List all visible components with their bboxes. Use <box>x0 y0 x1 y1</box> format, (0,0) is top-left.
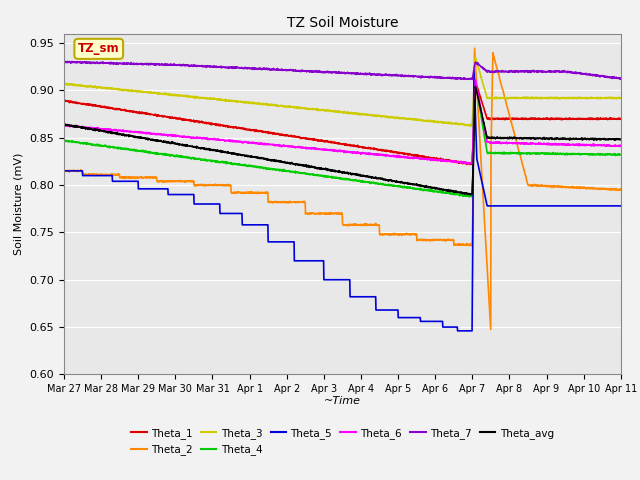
Theta_2 <box>499 88 507 94</box>
Theta_1 <box>617 117 625 122</box>
Theta_7 <box>601 73 609 79</box>
Line: Theta_avg: Theta_avg <box>64 86 621 195</box>
Title: TZ Soil Moisture: TZ Soil Moisture <box>287 16 398 30</box>
Theta_3 <box>602 95 609 101</box>
Theta_6 <box>331 148 339 154</box>
Theta_6 <box>88 125 96 131</box>
Theta_avg <box>467 192 475 198</box>
Theta_1 <box>463 162 470 168</box>
Theta_4 <box>602 152 609 158</box>
Theta_2 <box>471 45 479 51</box>
Theta_3 <box>499 95 507 101</box>
Theta_3 <box>331 108 339 114</box>
Theta_4 <box>465 194 473 200</box>
Theta_4 <box>60 137 68 143</box>
Theta_1 <box>331 140 339 145</box>
Theta_6 <box>467 161 474 167</box>
Theta_4 <box>617 152 625 157</box>
Theta_3 <box>617 95 625 101</box>
Theta_4 <box>88 142 96 147</box>
Theta_6 <box>601 143 609 148</box>
Theta_2 <box>331 211 339 216</box>
Theta_1 <box>472 78 479 84</box>
Theta_6 <box>499 140 507 145</box>
Theta_2 <box>602 186 609 192</box>
Text: TZ_sm: TZ_sm <box>78 42 120 55</box>
Theta_6 <box>472 77 479 83</box>
Theta_6 <box>617 143 625 148</box>
Theta_4 <box>316 173 324 179</box>
Theta_4 <box>472 79 479 85</box>
Theta_5 <box>499 203 507 209</box>
Theta_3 <box>472 55 479 60</box>
Theta_avg <box>499 135 507 141</box>
Theta_6 <box>316 146 324 152</box>
Legend: Theta_1, Theta_2, Theta_3, Theta_4, Theta_5, Theta_6, Theta_7, Theta_avg: Theta_1, Theta_2, Theta_3, Theta_4, Thet… <box>127 424 558 459</box>
Line: Theta_5: Theta_5 <box>64 71 621 331</box>
Theta_1 <box>60 97 68 103</box>
Theta_1 <box>316 138 324 144</box>
Theta_7 <box>89 60 97 65</box>
Line: Theta_1: Theta_1 <box>64 81 621 165</box>
Theta_3 <box>60 81 68 86</box>
Line: Theta_2: Theta_2 <box>64 48 621 329</box>
Theta_7 <box>61 59 68 64</box>
Theta_3 <box>88 84 96 90</box>
Theta_2 <box>601 186 609 192</box>
Theta_7 <box>468 77 476 83</box>
X-axis label: ~Time: ~Time <box>324 396 361 406</box>
Theta_6 <box>602 143 609 149</box>
Theta_3 <box>466 123 474 129</box>
Line: Theta_3: Theta_3 <box>64 58 621 126</box>
Theta_3 <box>601 95 609 101</box>
Theta_avg <box>602 137 609 143</box>
Theta_1 <box>602 116 609 122</box>
Theta_7 <box>602 74 609 80</box>
Theta_7 <box>331 70 339 76</box>
Theta_5 <box>331 277 339 283</box>
Theta_1 <box>88 103 96 108</box>
Theta_7 <box>617 76 625 82</box>
Theta_2 <box>487 326 495 332</box>
Theta_avg <box>472 84 479 89</box>
Theta_5 <box>470 68 478 73</box>
Theta_1 <box>601 116 609 121</box>
Theta_5 <box>316 258 324 264</box>
Line: Theta_4: Theta_4 <box>64 82 621 197</box>
Theta_avg <box>617 137 625 143</box>
Line: Theta_7: Theta_7 <box>64 61 621 80</box>
Theta_2 <box>88 172 96 178</box>
Y-axis label: Soil Moisture (mV): Soil Moisture (mV) <box>14 153 24 255</box>
Theta_5 <box>454 328 461 334</box>
Theta_4 <box>601 152 609 157</box>
Theta_avg <box>316 166 324 172</box>
Theta_7 <box>499 68 507 74</box>
Theta_avg <box>60 121 68 127</box>
Theta_4 <box>499 150 507 156</box>
Theta_5 <box>617 203 625 209</box>
Theta_2 <box>316 210 324 216</box>
Theta_5 <box>60 168 68 174</box>
Theta_3 <box>316 108 324 113</box>
Theta_4 <box>331 175 339 180</box>
Theta_6 <box>60 122 68 128</box>
Theta_5 <box>601 203 609 209</box>
Theta_avg <box>331 168 339 173</box>
Theta_5 <box>602 203 609 209</box>
Theta_2 <box>617 187 625 193</box>
Theta_avg <box>601 136 609 142</box>
Theta_5 <box>88 173 96 179</box>
Theta_2 <box>60 168 68 174</box>
Theta_1 <box>499 116 507 122</box>
Line: Theta_6: Theta_6 <box>64 80 621 164</box>
Theta_7 <box>60 59 68 65</box>
Theta_7 <box>316 69 324 74</box>
Theta_avg <box>88 127 96 132</box>
